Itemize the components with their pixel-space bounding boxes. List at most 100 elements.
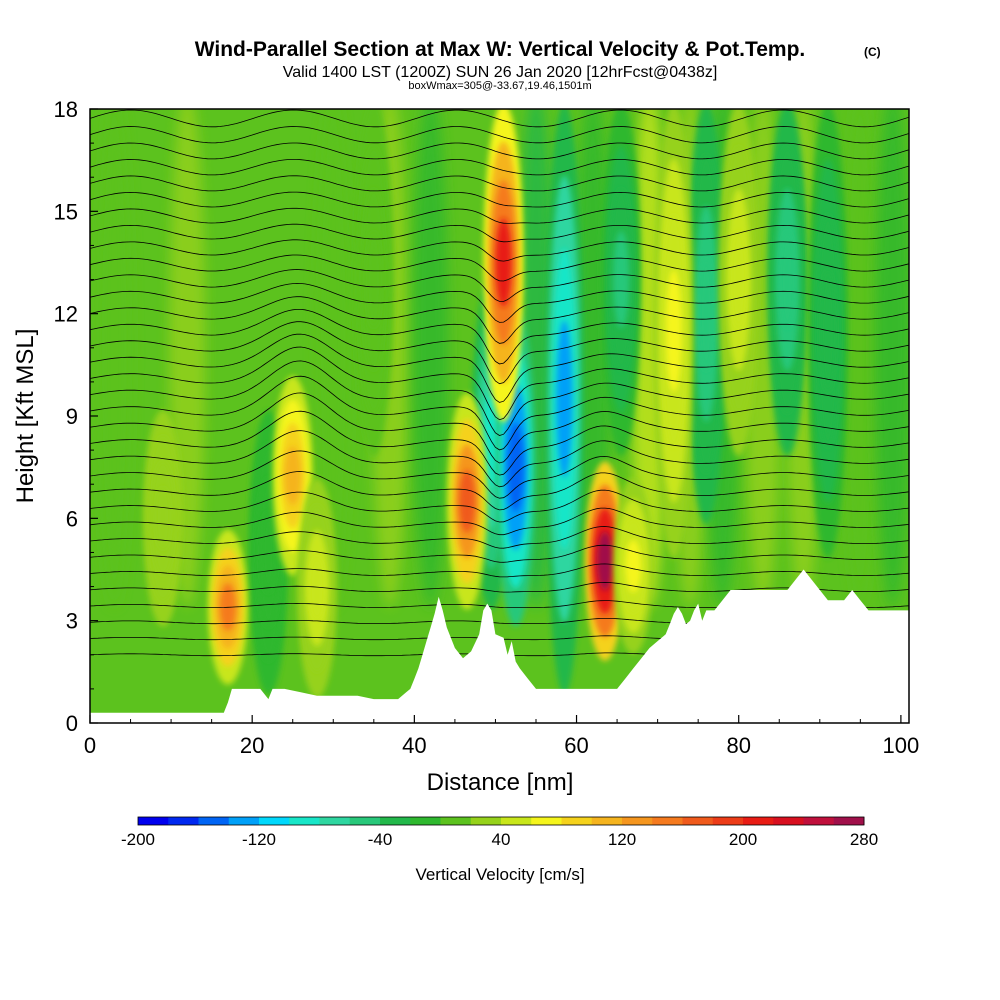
colorbar-swatch xyxy=(833,817,865,825)
terrain-mask xyxy=(90,569,909,723)
colorbar-swatch xyxy=(168,817,199,825)
colorbar-swatch xyxy=(410,817,441,825)
downdraft-cell xyxy=(779,230,796,329)
x-tick-label: 20 xyxy=(240,733,264,758)
isentrope-line xyxy=(90,346,909,421)
colorbar-swatch xyxy=(380,817,411,825)
y-tick-label: 9 xyxy=(66,404,78,429)
isentrope-line xyxy=(90,430,909,488)
x-tick-label: 100 xyxy=(883,733,920,758)
colorbar-swatch xyxy=(138,817,169,825)
potential-temperature-contours xyxy=(90,109,909,657)
downdraft-cell xyxy=(698,256,715,371)
isentrope-line xyxy=(90,223,909,243)
colorbar-tick-label: 200 xyxy=(729,830,757,849)
isentrope-line xyxy=(90,207,909,224)
vertical-velocity-field xyxy=(90,109,909,723)
updraft-cell xyxy=(665,269,682,393)
updraft-cell xyxy=(495,218,512,307)
x-tick-label: 40 xyxy=(402,733,426,758)
isentrope-line xyxy=(90,489,909,523)
x-tick-label: 80 xyxy=(726,733,750,758)
colorbar-swatch xyxy=(531,817,562,825)
isentrope-line xyxy=(90,507,909,536)
colorbar-swatch xyxy=(319,817,351,825)
colorbar-swatch xyxy=(198,817,230,825)
colorbar-swatch xyxy=(561,817,593,825)
updraft-cell xyxy=(596,531,613,591)
downdraft-cell xyxy=(507,422,524,512)
colorbar-swatch xyxy=(652,817,683,825)
y-tick-label: 0 xyxy=(66,711,78,736)
colorbar-swatch xyxy=(501,817,532,825)
isentrope-line xyxy=(90,392,909,464)
isentrope-line xyxy=(90,563,909,578)
downdraft-cell xyxy=(613,230,630,329)
y-axis: 0 3 6 9 12 15 18 xyxy=(54,97,98,736)
isentrope-line xyxy=(90,296,909,344)
y-tick-label: 12 xyxy=(54,302,78,327)
colorbar-tick-label: 280 xyxy=(850,830,878,849)
x-axis-label: Distance [nm] xyxy=(427,769,574,796)
colorbar-tick-label: 40 xyxy=(492,830,511,849)
isentrope-line xyxy=(90,450,909,499)
colorbar-swatch xyxy=(228,817,260,825)
colorbar: -200 -120 -40 40 120 200 280 xyxy=(121,816,878,849)
colorbar-swatch xyxy=(259,817,290,825)
colorbar-swatch xyxy=(682,817,714,825)
downdraft-cell xyxy=(556,320,573,478)
y-tick-label: 6 xyxy=(66,506,78,531)
x-axis: 0 20 40 60 80 100 xyxy=(84,715,919,758)
updraft-cell xyxy=(154,486,171,550)
isentrope-line xyxy=(90,175,909,192)
velocity-band xyxy=(842,109,879,608)
isentrope-line xyxy=(90,544,909,563)
isentrope-line xyxy=(90,159,909,176)
velocity-band xyxy=(96,109,133,608)
colorbar-swatch xyxy=(622,817,653,825)
colorbar-swatch xyxy=(773,817,804,825)
updraft-cell xyxy=(625,539,642,593)
isentrope-line xyxy=(90,239,909,262)
chart-subtitle: Valid 1400 LST (1200Z) SUN 26 Jan 2020 [… xyxy=(283,64,718,81)
velocity-band xyxy=(874,109,909,608)
isentrope-line xyxy=(90,126,909,144)
updraft-cell xyxy=(730,230,747,329)
isentrope-line xyxy=(90,333,909,403)
isentrope-line xyxy=(90,410,909,476)
isentrope-line xyxy=(90,471,909,511)
colorbar-swatch xyxy=(591,817,623,825)
x-tick-label: 0 xyxy=(84,733,96,758)
velocity-band xyxy=(412,109,449,608)
isentrope-line xyxy=(90,254,909,282)
chart-title: Wind-Parallel Section at Max W: Vertical… xyxy=(195,38,806,61)
colorbar-label: Vertical Velocity [cm/s] xyxy=(415,865,584,884)
isentrope-line xyxy=(90,309,909,365)
y-tick-label: 3 xyxy=(66,609,78,634)
isentrope-line xyxy=(90,142,909,160)
isentrope-line xyxy=(90,321,909,385)
downdraft-cell xyxy=(260,512,277,593)
x-tick-label: 60 xyxy=(564,733,588,758)
colorbar-tick-label: -200 xyxy=(121,830,155,849)
updraft-cell xyxy=(365,230,382,329)
colorbar-swatch xyxy=(289,817,320,825)
chart-title-mark: (C) xyxy=(864,45,881,59)
isentrope-line xyxy=(90,109,909,128)
colorbar-swatch xyxy=(712,817,744,825)
colorbar-tick-label: 120 xyxy=(608,830,636,849)
y-tick-label: 15 xyxy=(54,199,78,224)
updraft-cell xyxy=(284,446,301,506)
y-axis-label: Height [Kft MSL] xyxy=(12,329,39,504)
colorbar-frame xyxy=(137,816,865,826)
updraft-cell xyxy=(459,469,476,533)
colorbar-swatch xyxy=(470,817,502,825)
colorbar-swatch xyxy=(743,817,774,825)
colorbar-swatch xyxy=(349,817,381,825)
isentrope-line xyxy=(90,581,909,593)
colorbar-tick-label: -40 xyxy=(368,830,393,849)
colorbar-swatch xyxy=(440,817,472,825)
updraft-cell xyxy=(309,556,326,621)
isentrope-line xyxy=(90,360,909,436)
